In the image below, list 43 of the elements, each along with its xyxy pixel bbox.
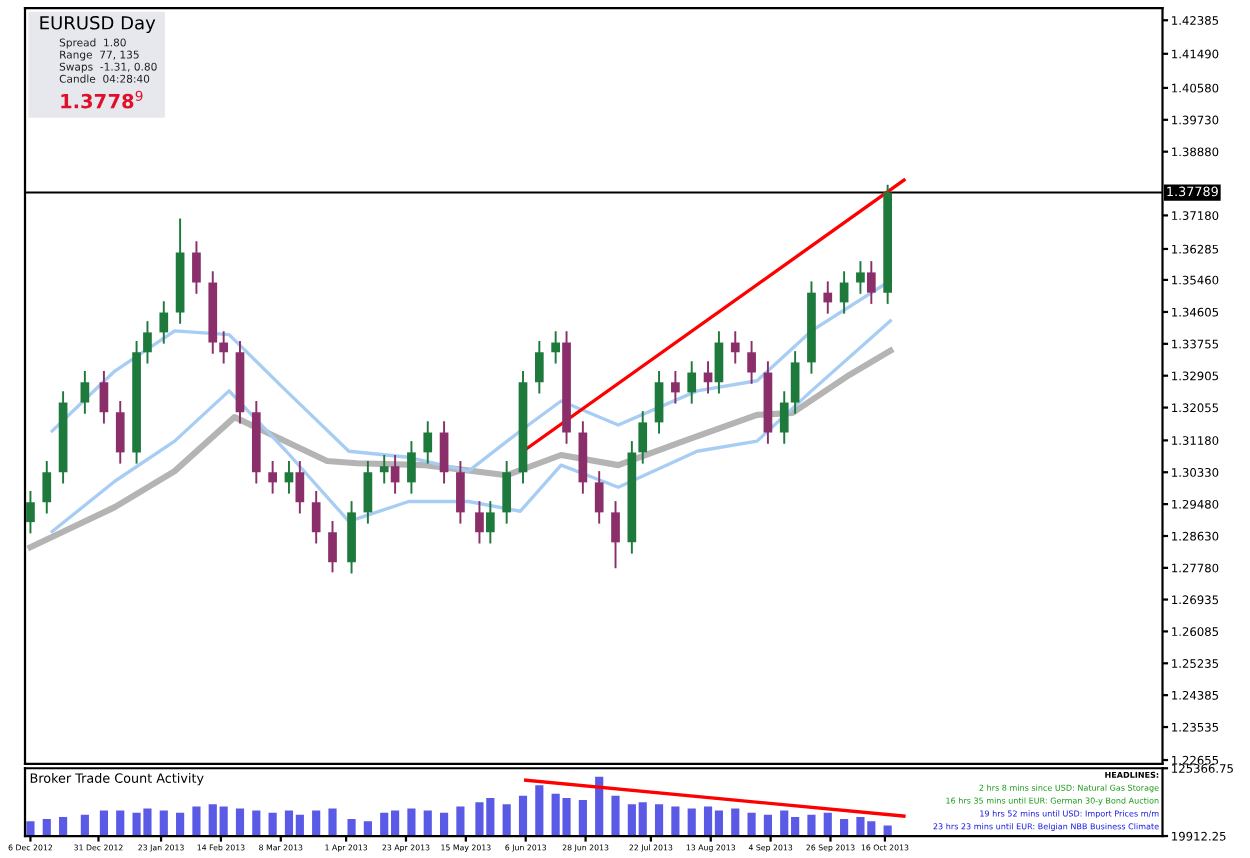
candlestick xyxy=(687,360,697,405)
candlestick xyxy=(730,330,740,365)
candlestick xyxy=(747,340,756,385)
candlestick xyxy=(42,460,52,515)
candlestick xyxy=(779,390,789,445)
candlestick xyxy=(284,460,294,495)
candlestick xyxy=(268,460,277,495)
candlestick xyxy=(295,460,305,515)
candlestick xyxy=(311,490,321,545)
candlestick xyxy=(423,420,433,465)
candlestick xyxy=(456,460,465,525)
candlestick xyxy=(379,454,389,485)
line-series xyxy=(50,319,893,534)
candlestick xyxy=(790,350,800,415)
candlestick xyxy=(328,520,337,574)
candlestick xyxy=(654,370,664,435)
candlestick xyxy=(551,330,561,365)
candlestick xyxy=(407,440,416,495)
candlestick xyxy=(823,280,833,315)
candlestick xyxy=(485,500,495,545)
candlestick xyxy=(475,500,484,545)
chart-title: EURUSD Day xyxy=(40,15,156,34)
candlestick xyxy=(638,410,648,465)
candlestick xyxy=(671,370,680,405)
candlestick xyxy=(534,340,544,395)
candlestick xyxy=(99,370,109,425)
candlestick xyxy=(143,320,152,365)
candlestick xyxy=(439,420,449,485)
candlestick xyxy=(866,260,876,305)
candlestick xyxy=(80,370,90,415)
candlestick xyxy=(856,260,865,295)
annotation: 1.3778$^{9}$ xyxy=(61,90,143,109)
candlestick xyxy=(390,454,400,495)
candlestick xyxy=(714,330,724,395)
candlestick xyxy=(159,300,169,345)
candlestick xyxy=(115,400,125,465)
candlestick xyxy=(26,490,35,535)
candlestick xyxy=(594,470,604,525)
candlestick xyxy=(502,460,512,525)
candlestick xyxy=(219,330,229,365)
candlestick xyxy=(363,460,373,525)
candlestick xyxy=(611,500,620,570)
candlestick xyxy=(192,240,201,295)
